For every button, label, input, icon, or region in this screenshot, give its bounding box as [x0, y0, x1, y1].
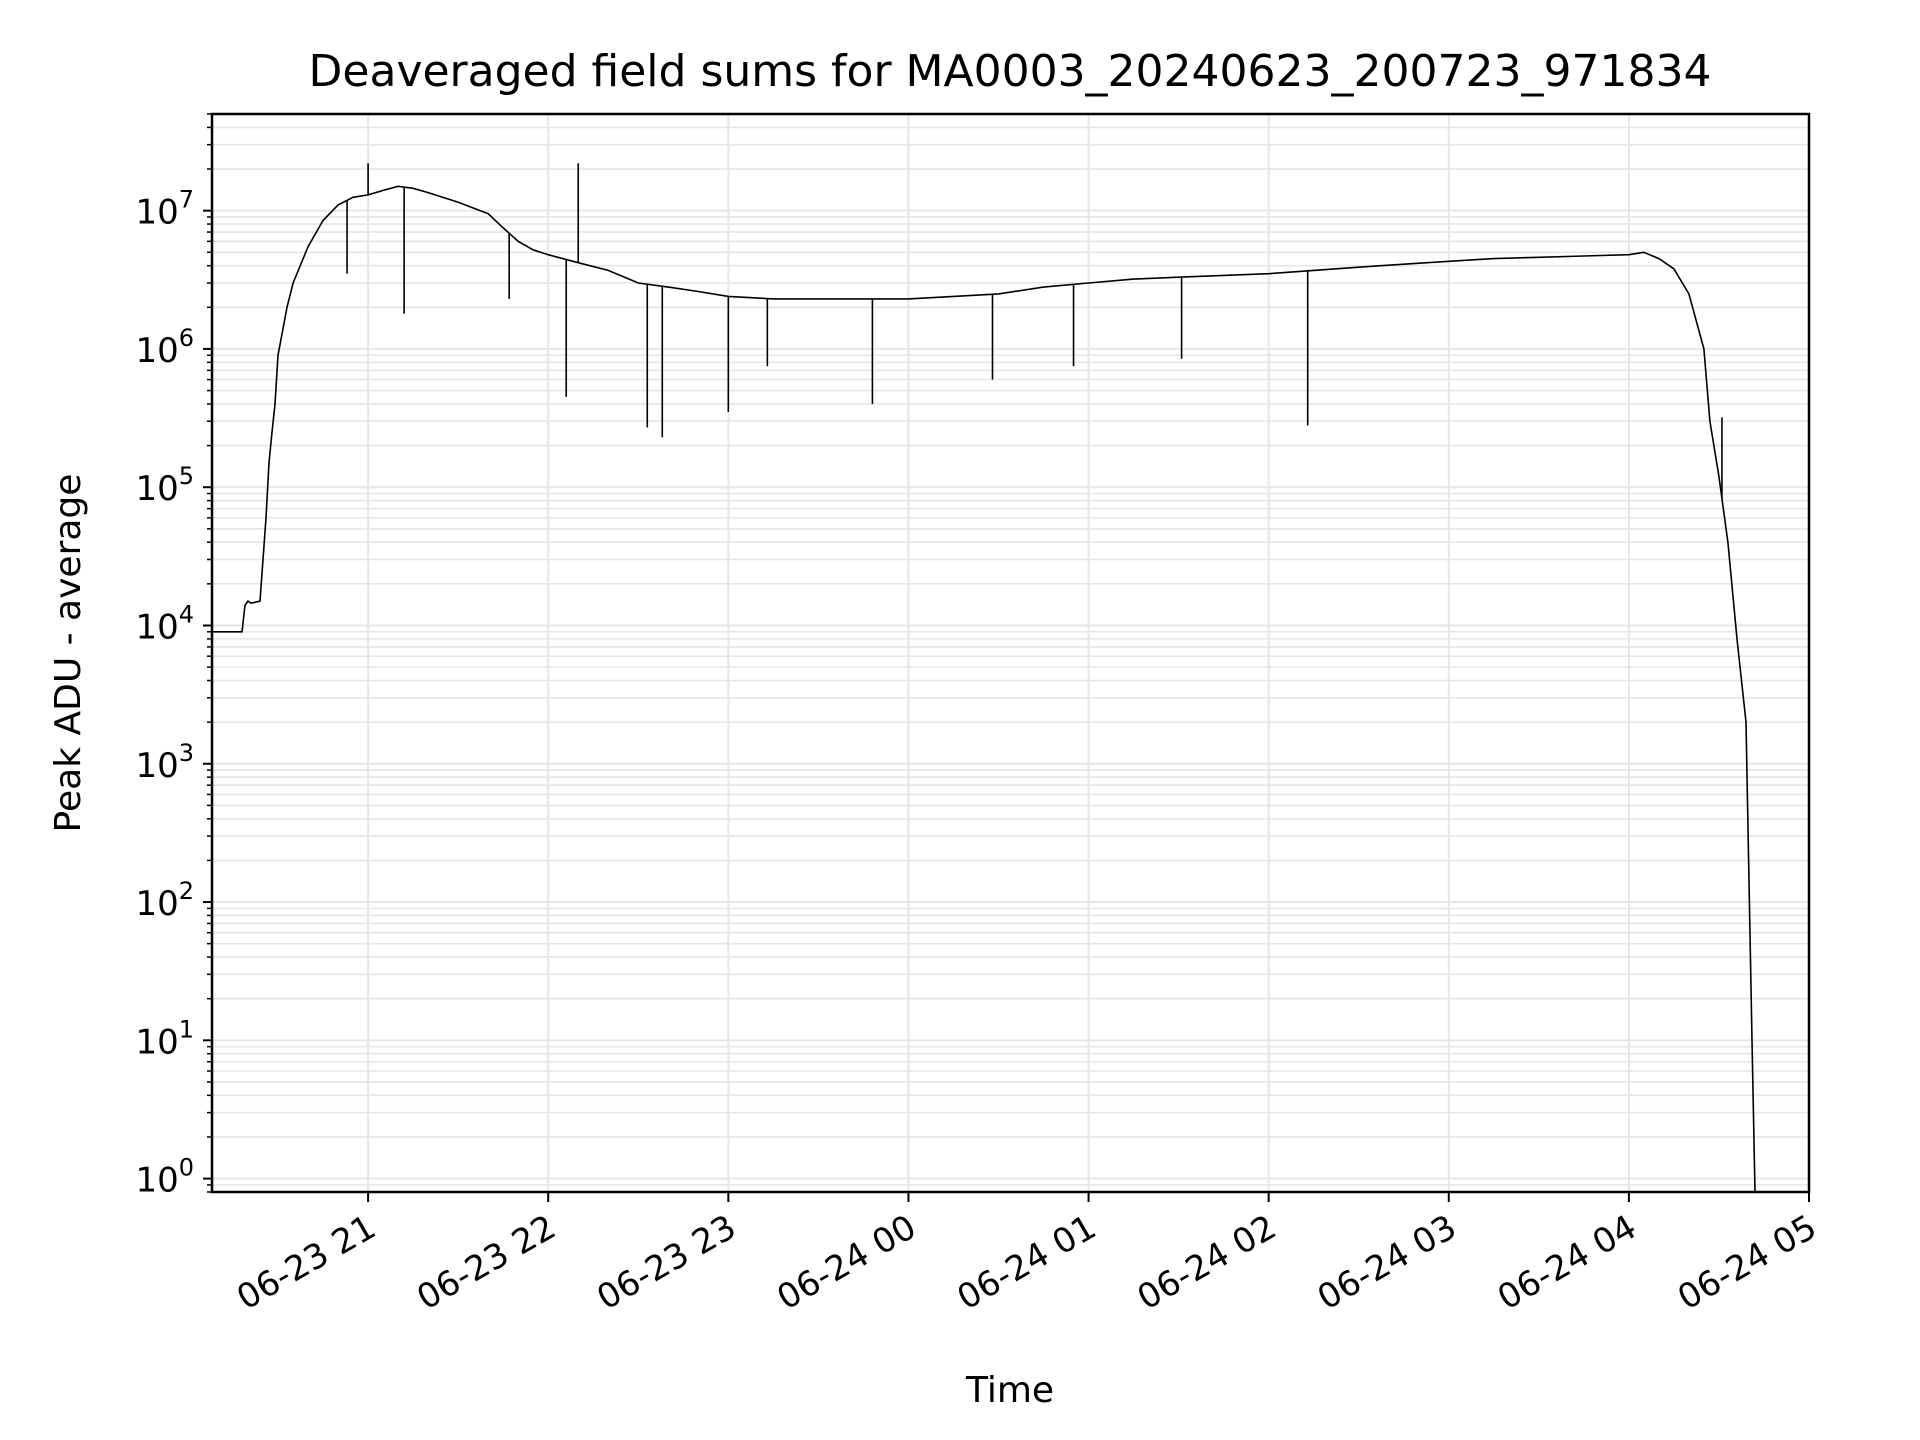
- y-axis-label: Peak ADU - average: [48, 474, 89, 833]
- series-line: [212, 185, 1756, 1193]
- y-tick-label: 101: [135, 1015, 194, 1062]
- y-tick-label: 105: [135, 462, 194, 509]
- y-tick-label: 104: [135, 600, 194, 647]
- y-tick-label: 106: [135, 324, 194, 371]
- y-tick-label: 103: [135, 739, 194, 786]
- x-axis-label: Time: [965, 1370, 1054, 1411]
- chart-title: Deaveraged field sums for MA0003_2024062…: [309, 46, 1712, 97]
- y-tick-label: 102: [135, 877, 194, 924]
- y-tick-label: 100: [135, 1154, 194, 1201]
- y-tick-label: 107: [135, 186, 194, 233]
- plot-frame: [210, 112, 1811, 1194]
- series-layer: [212, 163, 1756, 1193]
- grid: [212, 113, 1810, 1193]
- y-ticks: 100 101 102 103 104 105 106 107: [135, 113, 212, 1201]
